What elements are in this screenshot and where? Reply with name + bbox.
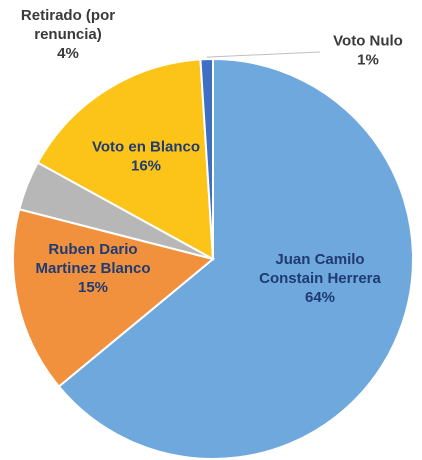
slice-percent: 15% — [78, 279, 108, 296]
slice-name-line: Martinez Blanco — [35, 260, 150, 277]
slice-label-3: Voto en Blanco 16% — [92, 139, 200, 175]
slice-label-1: Ruben Dario Martinez Blanco 15% — [35, 241, 150, 296]
slice-name-line: Ruben Dario — [48, 241, 137, 258]
slice-percent: 4% — [57, 45, 79, 62]
pie-slice-3 — [36, 58, 215, 261]
slice-label-4: Voto Nulo 1% — [333, 33, 403, 69]
leader-line-voto-nulo — [206, 51, 321, 58]
slice-name-line: Constain Herrera — [259, 270, 381, 287]
slice-name-line: Retirado (por — [21, 7, 115, 24]
slice-name-line: Voto en Blanco — [92, 139, 200, 156]
slice-percent: 1% — [357, 52, 379, 69]
pie-slice-1 — [12, 208, 216, 388]
slice-percent: 64% — [305, 289, 335, 306]
slice-label-0: Juan Camilo Constain Herrera 64% — [259, 251, 381, 306]
slice-percent: 16% — [131, 158, 161, 175]
slice-name-line: Voto Nulo — [333, 33, 403, 50]
slice-name-line: Juan Camilo — [275, 251, 364, 268]
slice-name-line: renuncia) — [34, 26, 102, 43]
slice-label-2: Retirado (por renuncia) 4% — [21, 7, 115, 62]
pie-slice-0 — [57, 57, 415, 460]
pie-slice-4 — [199, 57, 214, 260]
